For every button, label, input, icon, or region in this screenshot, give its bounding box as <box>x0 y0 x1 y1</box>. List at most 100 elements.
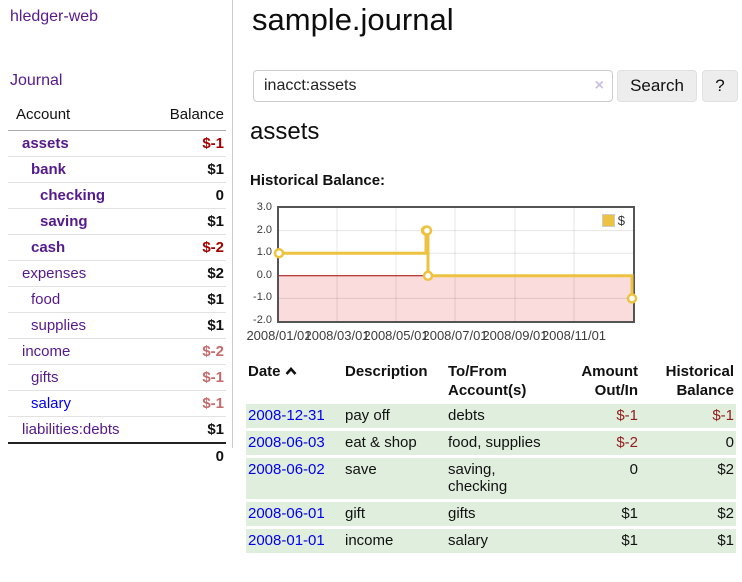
account-balance: $-2 <box>146 234 226 261</box>
transaction-amount: $1 <box>558 500 640 529</box>
transaction-amount: $-2 <box>558 429 640 458</box>
transaction-description: eat & shop <box>343 429 446 458</box>
transaction-balance: $2 <box>640 456 736 502</box>
chart-canvas <box>273 208 638 321</box>
account-link-saving[interactable]: saving <box>40 213 88 230</box>
account-row: saving $1 <box>8 208 226 235</box>
x-tick-label: 2008/11/01 <box>541 328 607 343</box>
transaction-row: 2008-12-31 pay off debts $-1 $-1 <box>246 404 736 431</box>
account-balance: $1 <box>146 156 226 183</box>
x-tick-label: 2008/09/01 <box>482 328 548 343</box>
balance-column-header: Historical Balance <box>665 363 734 399</box>
account-row: salary $-1 <box>8 390 226 417</box>
account-link-expenses[interactable]: expenses <box>22 265 87 282</box>
accounts-total-value: 0 <box>146 442 226 469</box>
accounts-header-row: Account Balance <box>8 102 226 131</box>
account-row: expenses $2 <box>8 260 226 287</box>
transaction-row: 2008-01-01 income salary $1 $1 <box>246 527 736 556</box>
chart-title: Historical Balance: <box>250 172 386 189</box>
transaction-description: gift <box>343 500 446 529</box>
transaction-balance: 0 <box>640 429 736 458</box>
transaction-amount: 0 <box>558 456 640 502</box>
account-link-supplies[interactable]: supplies <box>31 317 87 334</box>
transaction-date-link[interactable]: 2008-06-01 <box>248 505 325 522</box>
account-balance: $-1 <box>146 390 226 417</box>
app-title-link[interactable]: hledger-web <box>10 8 99 25</box>
account-link-assets[interactable]: assets <box>22 135 69 152</box>
account-balance: $1 <box>146 208 226 235</box>
help-button[interactable]: ? <box>702 70 738 102</box>
x-tick-label: 2008/05/01 <box>363 328 429 343</box>
search-input[interactable] <box>253 70 613 102</box>
transaction-balance: $2 <box>640 500 736 529</box>
transaction-accounts: saving, checking <box>446 456 558 502</box>
transaction-amount: $-1 <box>558 404 640 431</box>
page-title: sample.journal <box>252 2 454 37</box>
transaction-row: 2008-06-02 save saving, checking 0 $2 <box>246 456 736 502</box>
register-table: Date Description To/From Account(s) Amou… <box>246 360 736 556</box>
x-tick-label: 2008/01/01 <box>246 328 312 343</box>
y-tick-label: 1.0 <box>256 246 272 259</box>
account-link-cash[interactable]: cash <box>31 239 66 256</box>
account-link-income[interactable]: income <box>22 343 71 360</box>
date-column-header[interactable]: Date <box>246 360 343 404</box>
transaction-amount: $1 <box>558 527 640 556</box>
y-tick-label: -2.0 <box>253 314 272 326</box>
transaction-row: 2008-06-03 eat & shop food, supplies $-2… <box>246 429 736 458</box>
sidebar: hledger-web Journal Account Balance asse… <box>0 0 233 469</box>
account-balance: $-1 <box>146 364 226 391</box>
clear-search-icon[interactable]: × <box>594 77 604 94</box>
account-link-bank[interactable]: bank <box>31 161 67 178</box>
account-balance: $2 <box>146 260 226 287</box>
account-row: supplies $1 <box>8 312 226 339</box>
transaction-description: income <box>343 527 446 556</box>
account-row: liabilities:debts $1 <box>8 416 226 444</box>
search-button[interactable]: Search <box>617 70 697 102</box>
search-box: × <box>253 70 613 102</box>
account-link-liabilities-debts[interactable]: liabilities:debts <box>22 421 120 438</box>
account-link-gifts[interactable]: gifts <box>31 369 59 386</box>
x-tick-label: 2008/07/01 <box>422 328 488 343</box>
transaction-date-link[interactable]: 2008-06-03 <box>248 434 325 451</box>
legend-label: $ <box>617 213 625 228</box>
transaction-date-link[interactable]: 2008-01-01 <box>248 532 325 549</box>
account-link-salary[interactable]: salary <box>31 395 72 412</box>
accounts-table: Account Balance assets $-1 bank $1 check… <box>8 102 226 469</box>
account-row: cash $-2 <box>8 234 226 261</box>
account-heading: assets <box>250 118 320 145</box>
account-row: gifts $-1 <box>8 364 226 391</box>
historical-balance-chart: $ <box>273 206 638 323</box>
y-tick-label: 0.0 <box>256 268 272 281</box>
register-header-row: Date Description To/From Account(s) Amou… <box>246 360 736 404</box>
account-row: checking 0 <box>8 182 226 209</box>
account-balance: $1 <box>146 312 226 339</box>
chart-legend: $ <box>601 213 625 228</box>
transaction-balance: $-1 <box>640 404 736 431</box>
transaction-accounts: salary <box>446 527 558 556</box>
account-balance: $-2 <box>146 338 226 365</box>
transaction-accounts: gifts <box>446 500 558 529</box>
x-tick-label: 2008/03/01 <box>304 328 370 343</box>
account-link-food[interactable]: food <box>31 291 61 308</box>
y-tick-label: -1.0 <box>253 291 272 304</box>
amount-column-header: Amount Out/In <box>581 363 638 399</box>
transaction-description: pay off <box>343 404 446 431</box>
legend-swatch <box>601 214 615 227</box>
transaction-row: 2008-06-01 gift gifts $1 $2 <box>246 500 736 529</box>
y-tick-label: 2.0 <box>256 223 272 236</box>
account-row: bank $1 <box>8 156 226 183</box>
y-tick-label: 3.0 <box>256 201 272 213</box>
account-balance: 0 <box>146 182 226 209</box>
account-column-header: Account <box>8 102 147 131</box>
sort-ascending-icon <box>285 362 297 381</box>
transaction-description: save <box>343 456 446 502</box>
account-row: assets $-1 <box>8 130 226 157</box>
sidebar-item-journal[interactable]: Journal <box>10 72 63 89</box>
account-balance: $1 <box>146 416 226 444</box>
transaction-date-link[interactable]: 2008-06-02 <box>248 461 325 478</box>
account-link-checking[interactable]: checking <box>40 187 106 204</box>
account-balance: $1 <box>146 286 226 313</box>
transaction-date-link[interactable]: 2008-12-31 <box>248 407 325 424</box>
balance-column-header: Balance <box>146 102 226 131</box>
transaction-accounts: food, supplies <box>446 429 558 458</box>
